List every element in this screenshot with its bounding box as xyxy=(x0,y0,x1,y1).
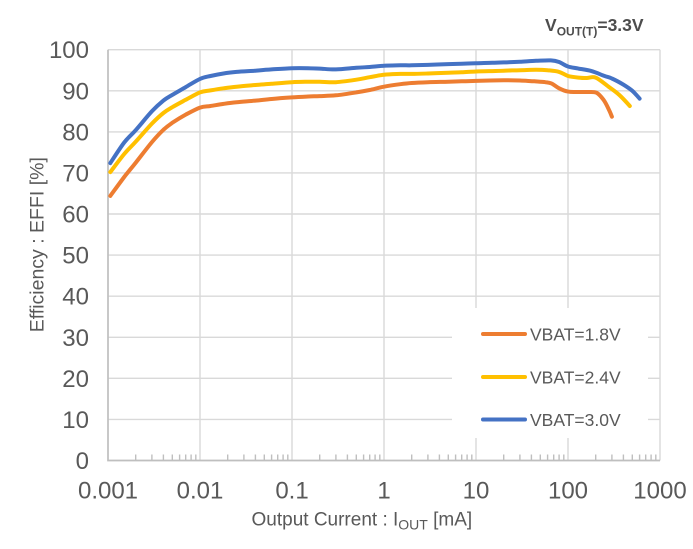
svg-text:0.1: 0.1 xyxy=(275,478,308,505)
svg-text:Efficiency : EFFI [%]: Efficiency : EFFI [%] xyxy=(27,157,49,332)
svg-text:60: 60 xyxy=(62,202,89,229)
svg-text:VBAT=1.8V: VBAT=1.8V xyxy=(530,325,621,345)
svg-text:VBAT=3.0V: VBAT=3.0V xyxy=(530,410,621,430)
svg-text:0.01: 0.01 xyxy=(177,478,224,505)
svg-text:100: 100 xyxy=(49,37,89,64)
svg-text:70: 70 xyxy=(62,160,89,187)
svg-text:0: 0 xyxy=(76,448,89,475)
svg-text:100: 100 xyxy=(548,478,588,505)
svg-text:40: 40 xyxy=(62,284,89,311)
svg-text:20: 20 xyxy=(62,366,89,393)
svg-text:80: 80 xyxy=(62,119,89,146)
svg-text:90: 90 xyxy=(62,78,89,105)
svg-text:1: 1 xyxy=(377,478,390,505)
svg-text:1000: 1000 xyxy=(633,478,686,505)
svg-text:0.001: 0.001 xyxy=(78,478,138,505)
svg-text:50: 50 xyxy=(62,243,89,270)
svg-text:10: 10 xyxy=(463,478,490,505)
svg-text:30: 30 xyxy=(62,325,89,352)
svg-text:Output Current : IOUT [mA]: Output Current : IOUT [mA] xyxy=(252,510,473,533)
svg-text:VOUT(T)=3.3V: VOUT(T)=3.3V xyxy=(545,15,644,39)
svg-text:10: 10 xyxy=(62,407,89,434)
svg-text:VBAT=2.4V: VBAT=2.4V xyxy=(530,368,621,388)
